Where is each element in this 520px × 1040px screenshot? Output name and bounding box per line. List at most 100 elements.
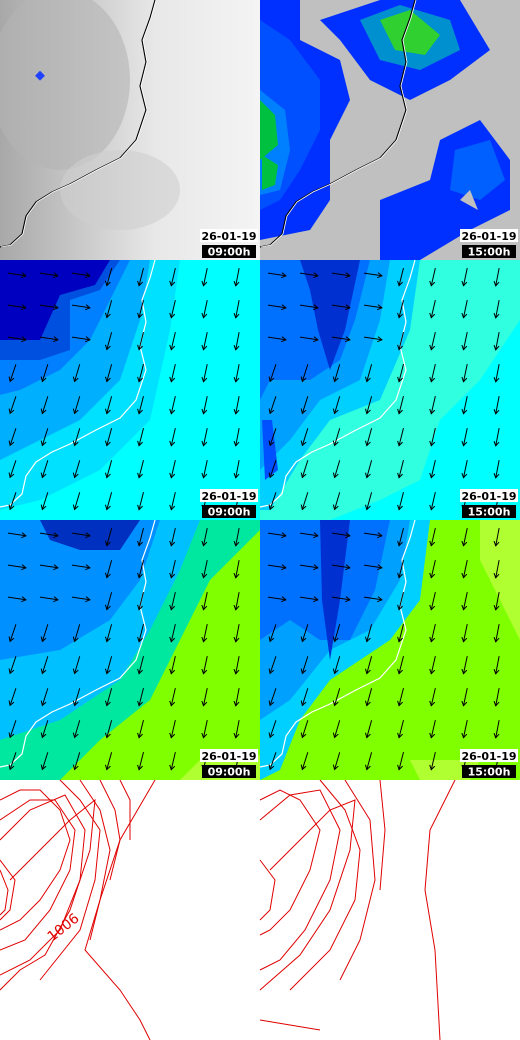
wind-arrow: [495, 592, 500, 610]
arrow-head: [8, 440, 15, 447]
arrow-head: [300, 700, 307, 707]
wind-arrow: [430, 624, 436, 642]
wind-arrow: [106, 428, 113, 446]
wind-arrow: [41, 624, 49, 642]
wind-arrow: [334, 624, 341, 642]
arrow-head: [493, 572, 500, 579]
date-label: 26-01-19: [201, 750, 256, 763]
arrow-head: [377, 304, 383, 311]
wind-arrow: [363, 564, 382, 569]
wind-arrow: [170, 332, 176, 350]
arrow-head: [364, 472, 371, 479]
wind-arrow: [106, 460, 113, 478]
wind-arrow: [7, 272, 26, 277]
wind-arrow: [430, 592, 436, 610]
wind-arrow: [170, 688, 176, 706]
arrow-head: [364, 764, 371, 771]
arrow-head: [429, 344, 436, 351]
wind-arrow: [366, 752, 373, 770]
arrow-head: [233, 668, 240, 675]
wind-arrow: [463, 720, 468, 738]
wind-arrow: [41, 656, 49, 674]
arrow-head: [461, 636, 468, 643]
time-label: 15:00h: [468, 246, 511, 259]
arrow-head: [169, 700, 176, 707]
arrow-head: [268, 472, 275, 479]
wind-arrow: [430, 492, 436, 510]
wind-arrow: [398, 720, 404, 738]
arrow-head: [53, 532, 59, 539]
wind-arrow: [267, 304, 286, 309]
arrow-head: [233, 700, 240, 707]
wind-arrow: [363, 336, 382, 341]
arrow-head: [429, 376, 436, 383]
wind-arrow: [106, 268, 113, 286]
wind-arrow: [495, 560, 500, 578]
arrow-head: [300, 732, 307, 739]
arrow-head: [72, 472, 79, 479]
wind-arrow: [203, 460, 208, 478]
arrow-head: [397, 636, 403, 643]
wind-arrow: [269, 720, 277, 738]
arrow-head: [169, 472, 176, 479]
arrow-head: [300, 376, 307, 383]
wind-arrow: [463, 528, 468, 546]
arrow-head: [332, 440, 339, 447]
arrow-head: [137, 572, 143, 579]
wind-arrow: [203, 688, 208, 706]
arrow-head: [377, 532, 383, 539]
wind-arrow: [331, 336, 350, 341]
arrow-head: [169, 732, 176, 739]
wind-arrow: [331, 596, 350, 601]
wind-arrow: [170, 460, 176, 478]
panel-wind-09: [0, 260, 260, 520]
arrow-head: [40, 668, 47, 675]
wind-arrow: [269, 656, 277, 674]
wind-arrow: [203, 592, 208, 610]
wind-arrow: [74, 656, 81, 674]
arrow-head: [21, 304, 27, 311]
wind-arrow: [74, 460, 81, 478]
wind-arrow: [203, 268, 208, 286]
wind-arrow: [430, 528, 436, 546]
arrow-head: [72, 764, 79, 771]
arrow-head: [268, 636, 275, 643]
wind-arrow: [463, 268, 468, 286]
wind-arrow: [138, 492, 144, 510]
arrow-head: [332, 472, 339, 479]
arrow-head: [300, 636, 307, 643]
wind-arrow: [363, 304, 382, 309]
wind-arrow: [235, 624, 240, 642]
wind-arrow: [9, 492, 17, 510]
wind-arrow: [170, 268, 176, 286]
arrow-head: [233, 344, 240, 351]
wind-arrow: [235, 688, 240, 706]
wind-arrow: [398, 332, 404, 350]
arrow-head: [137, 636, 143, 643]
panel-precip-15: [260, 0, 520, 260]
arrow-head: [429, 280, 436, 287]
date-label: 26-01-19: [201, 490, 256, 503]
arrow-head: [104, 312, 111, 319]
wind-arrow: [430, 560, 436, 578]
arrow-head: [72, 408, 79, 415]
arrow-head: [104, 408, 111, 415]
wind-arrow: [9, 364, 17, 382]
arrow-head: [429, 700, 436, 707]
panel-cloud-09: [0, 0, 260, 260]
wind-arrow: [106, 752, 113, 770]
wind-arrow: [398, 528, 404, 546]
wind-arrow: [235, 396, 240, 414]
arrow-head: [345, 304, 351, 311]
wind-arrow: [41, 428, 49, 446]
arrow-head: [429, 504, 436, 511]
arrow-head: [461, 472, 468, 479]
wind-arrow: [495, 332, 500, 350]
wind-arrow: [138, 560, 144, 578]
arrow-head: [104, 344, 111, 351]
arrow-head: [137, 732, 143, 739]
arrow-head: [461, 700, 468, 707]
wind-arrow: [301, 624, 309, 642]
arrow-head: [429, 408, 436, 415]
coastline: [259, 519, 416, 768]
